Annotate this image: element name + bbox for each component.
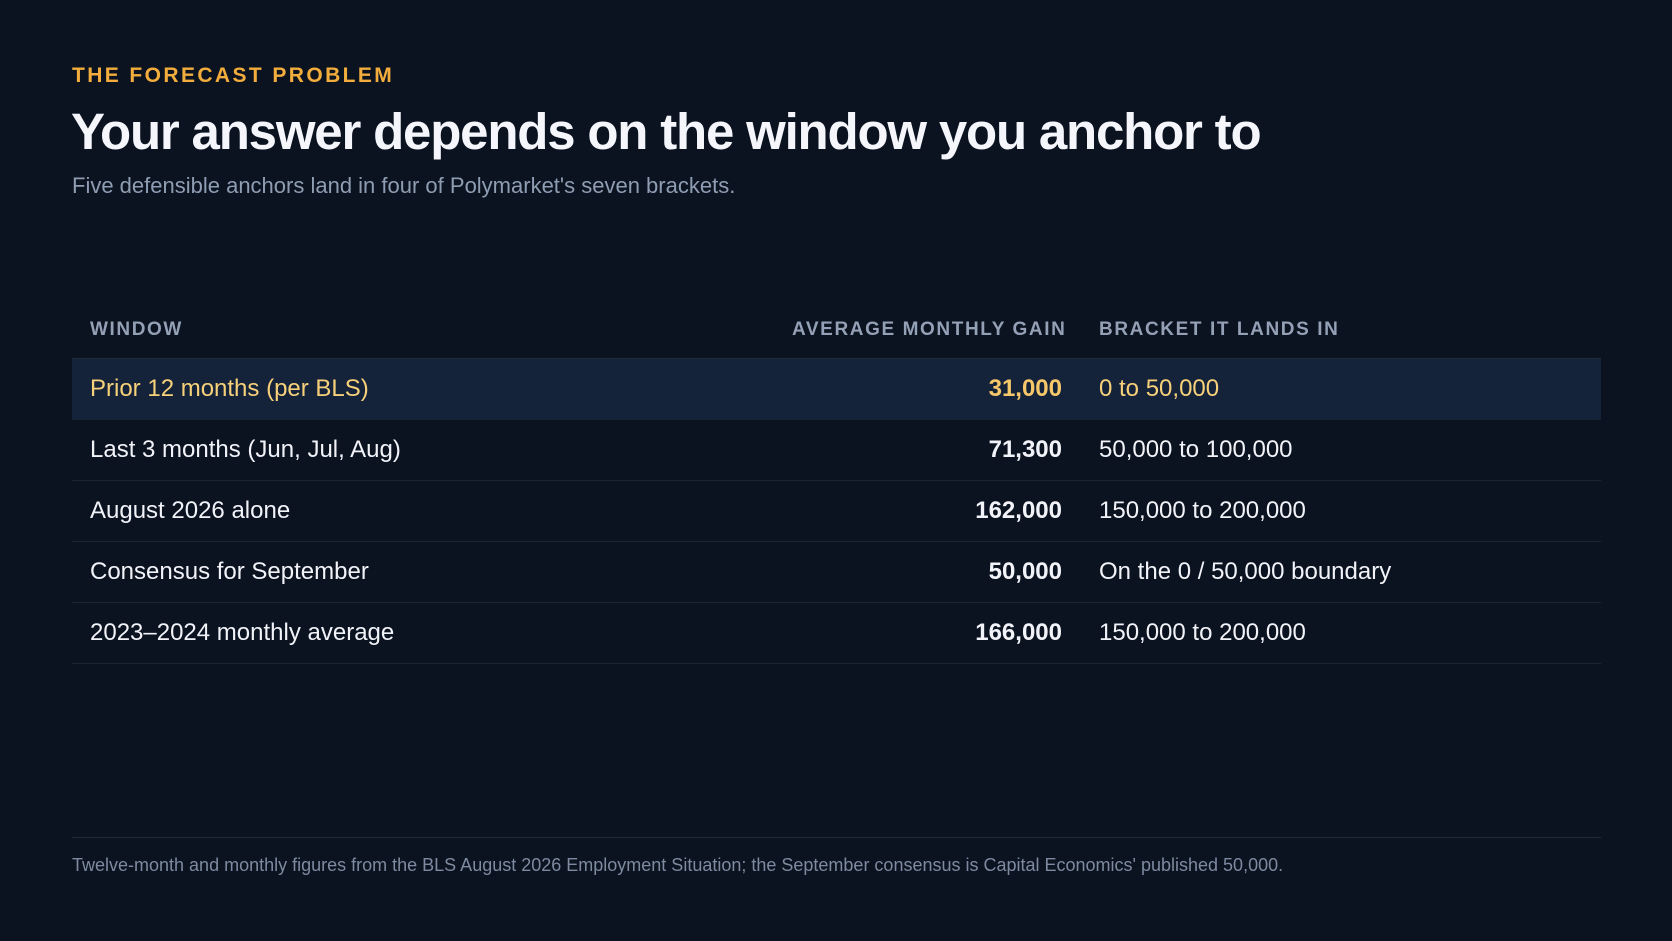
column-header-bracket: BRACKET IT LANDS IN — [1099, 319, 1340, 340]
bracket-cell: 50,000 to 100,000 — [1099, 436, 1293, 463]
window-cell: Prior 12 months (per BLS) — [90, 375, 369, 402]
eyebrow-label: THE FORECAST PROBLEM — [72, 64, 395, 87]
table-row: Prior 12 months (per BLS) 31,000 0 to 50… — [72, 359, 1601, 420]
source-footnote: Twelve-month and monthly figures from th… — [72, 855, 1284, 875]
window-cell: August 2026 alone — [90, 497, 291, 524]
column-header-gain: AVERAGE MONTHLY GAIN — [792, 319, 1067, 340]
table-row: Consensus for September 50,000 On the 0 … — [72, 542, 1601, 603]
page-subtitle: Five defensible anchors land in four of … — [72, 173, 736, 198]
gain-cell: 31,000 — [988, 375, 1062, 402]
window-cell: Consensus for September — [90, 558, 369, 585]
page-title: Your answer depends on the window you an… — [71, 103, 1262, 160]
bracket-cell: 150,000 to 200,000 — [1099, 497, 1306, 524]
table-row: August 2026 alone 162,000 150,000 to 200… — [72, 481, 1601, 542]
bracket-cell: 0 to 50,000 — [1099, 375, 1220, 402]
table-row: Last 3 months (Jun, Jul, Aug) 71,300 50,… — [72, 420, 1601, 481]
window-cell: 2023–2024 monthly average — [90, 619, 395, 646]
window-cell: Last 3 months (Jun, Jul, Aug) — [90, 436, 401, 463]
gain-cell: 50,000 — [988, 558, 1062, 585]
footer-divider — [72, 837, 1601, 838]
table-header: WINDOW AVERAGE MONTHLY GAIN BRACKET IT L… — [72, 302, 1601, 359]
column-header-window: WINDOW — [90, 319, 183, 340]
gain-cell: 162,000 — [975, 497, 1062, 524]
table-row: 2023–2024 monthly average 166,000 150,00… — [72, 603, 1601, 664]
bracket-cell: On the 0 / 50,000 boundary — [1099, 558, 1392, 585]
gain-cell: 166,000 — [975, 619, 1062, 646]
gain-cell: 71,300 — [988, 436, 1062, 463]
bracket-cell: 150,000 to 200,000 — [1099, 619, 1306, 646]
anchor-table: WINDOW AVERAGE MONTHLY GAIN BRACKET IT L… — [72, 302, 1601, 664]
